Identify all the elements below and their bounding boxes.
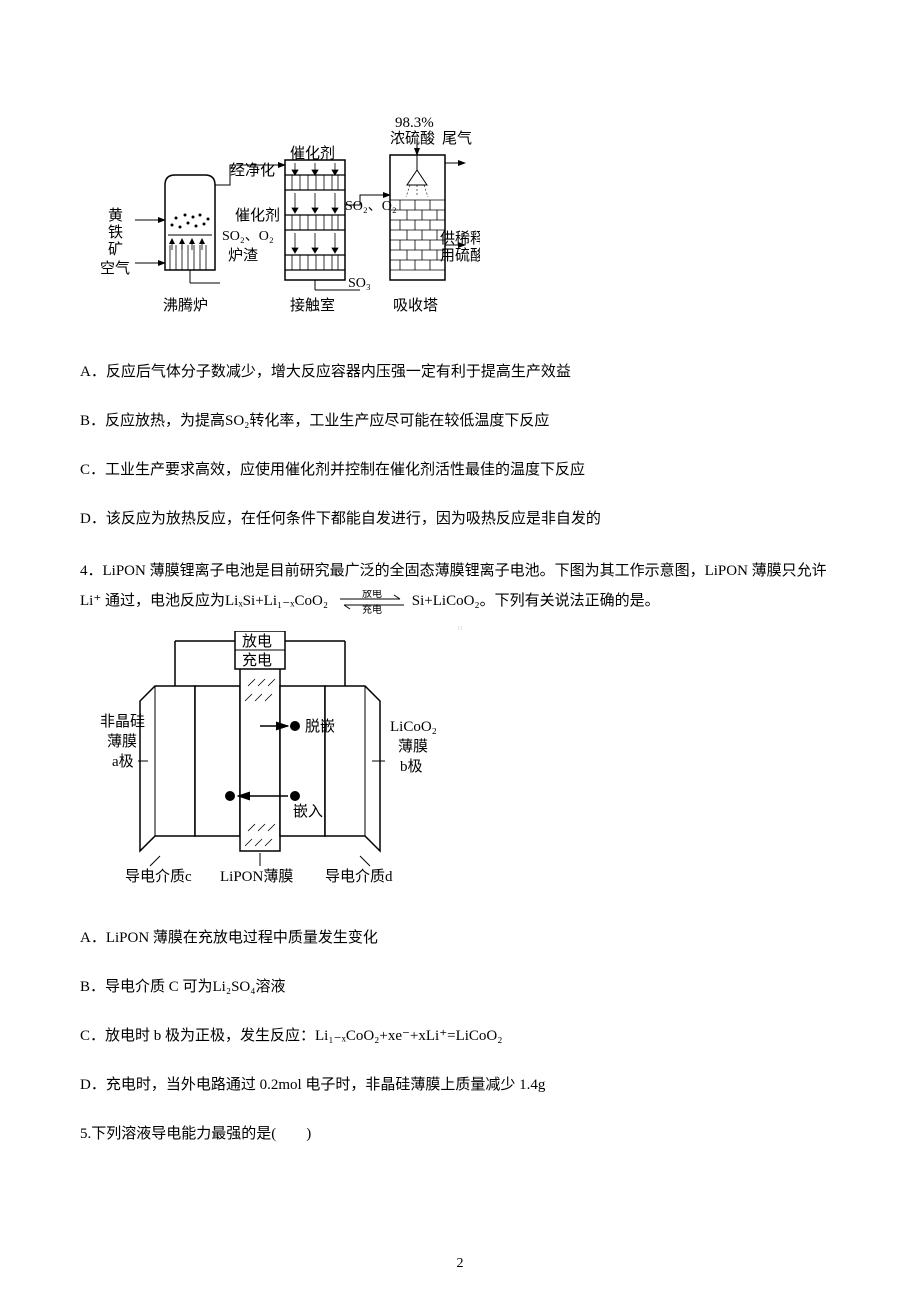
- tail-gas-label: 尾气: [442, 130, 472, 147]
- air-label: 空气: [100, 260, 130, 277]
- so2o2-1: SO₂、O₂: [222, 229, 274, 244]
- question-5: 5.下列溶液导电能力最强的是( ): [80, 1122, 840, 1146]
- option-4c: C．放电时 b 极为正极，发生反应：Li₁₋ₓCoO₂+xe⁻+xLi⁺=LiC…: [80, 1024, 840, 1048]
- option-3a: A．反应后气体分子数减少，增大反应容器内压强一定有利于提高生产效益: [80, 360, 840, 384]
- option-4b: B．导电介质 C 可为Li₂SO₄溶液: [80, 975, 840, 999]
- option-3d: D．该反应为放热反应，在任何条件下都能自发进行，因为吸热反应是非自发的: [80, 507, 840, 531]
- amorphous-2: 薄膜: [107, 733, 137, 750]
- pyrite-2: 铁: [108, 224, 123, 241]
- contact-label: 接触室: [290, 297, 335, 314]
- film-label: 薄膜: [398, 738, 428, 755]
- option-3b: B．反应放热，为提高SO₂转化率，工业生产应尽可能在较低温度下反应: [80, 409, 840, 433]
- question-4: 4．LiPON 薄膜锂离子电池是目前研究最广泛的全固态薄膜锂离子电池。下图为其工…: [80, 556, 840, 616]
- dilute-2: 用硫酸: [440, 247, 480, 264]
- purified-label: 经净化: [230, 162, 275, 179]
- equilibrium-arrows: 放电 充电: [332, 590, 412, 614]
- discharge-label: 放电: [242, 633, 272, 650]
- so3-label: SO₃: [348, 276, 371, 291]
- a-pole: a极: [112, 753, 134, 770]
- tower-label: 吸收塔: [393, 297, 438, 314]
- b-pole: b极: [400, 758, 423, 775]
- page-number: 2: [0, 1256, 920, 1272]
- medium-d-label: 导电介质d: [325, 868, 393, 885]
- svg-text:充电: 充电: [362, 603, 382, 614]
- catalyst-label-2: 催化剂: [235, 207, 280, 224]
- conc-acid-label: 浓硫酸: [390, 130, 435, 147]
- slag-label: 炉渣: [228, 247, 258, 264]
- pyrite-3: 矿: [108, 241, 123, 258]
- medium-c-label: 导电介质c: [125, 868, 192, 885]
- pyrite-1: 黄: [108, 207, 123, 224]
- svg-text:放电: 放电: [362, 590, 382, 600]
- sulfuric-acid-diagram: 98.3% 浓硫酸 尾气 经净化 催化剂 催化剂 黄 铁 矿 空气 SO₂、O₂…: [100, 115, 840, 330]
- percent-label: 98.3%: [395, 115, 434, 131]
- charge-label: 充电: [242, 652, 272, 669]
- lipon-battery-diagram: 放电 充电 非晶硅 薄膜 a极 脱嵌 LiCoO₂ 薄膜 b极 嵌入 导电介质c…: [100, 631, 840, 901]
- so2o2-2: SO₂、O₂: [345, 199, 397, 214]
- amorphous-1: 非晶硅: [100, 713, 145, 730]
- intercalate-label: 嵌入: [293, 803, 323, 820]
- q4-tail: 。下列有关说法正确的是。: [480, 593, 660, 609]
- option-3c: C．工业生产要求高效，应使用催化剂并控制在催化剂活性最佳的温度下反应: [80, 458, 840, 482]
- licoo2-label: LiCoO₂: [390, 719, 437, 735]
- furnace-label: 沸腾炉: [163, 297, 208, 314]
- deintercalate-label: 脱嵌: [305, 718, 335, 735]
- q4-eq-left: LiₓSi+Li₁₋ₓCoO₂: [225, 593, 328, 609]
- watermark-dots: ∷: [458, 625, 462, 632]
- lipon-label: LiPON薄膜: [220, 868, 293, 885]
- catalyst-label-1: 催化剂: [290, 145, 335, 162]
- option-4a: A．LiPON 薄膜在充放电过程中质量发生变化: [80, 926, 840, 950]
- dilute-1: 供稀释: [440, 230, 480, 247]
- option-4d: D．充电时，当外电路通过 0.2mol 电子时，非晶硅薄膜上质量减少 1.4g: [80, 1073, 840, 1097]
- q4-eq-right: Si+LiCoO₂: [412, 593, 480, 609]
